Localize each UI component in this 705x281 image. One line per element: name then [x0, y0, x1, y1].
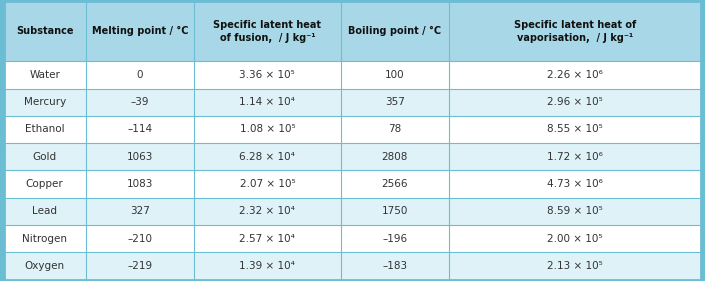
- Bar: [4, 89, 86, 116]
- Bar: [4, 198, 86, 225]
- Text: –210: –210: [128, 234, 152, 244]
- Text: 8.59 × 10⁵: 8.59 × 10⁵: [547, 206, 603, 216]
- Bar: [4, 61, 86, 89]
- Text: –39: –39: [130, 97, 149, 107]
- Text: 1.39 × 10⁴: 1.39 × 10⁴: [240, 261, 295, 271]
- Bar: [341, 252, 449, 280]
- Bar: [86, 61, 194, 89]
- Bar: [4, 170, 86, 198]
- Text: Substance: Substance: [16, 26, 73, 36]
- Text: 2.13 × 10⁵: 2.13 × 10⁵: [547, 261, 603, 271]
- Text: 1083: 1083: [127, 179, 153, 189]
- Bar: [449, 116, 701, 143]
- Bar: [341, 198, 449, 225]
- Bar: [194, 61, 341, 89]
- Bar: [341, 61, 449, 89]
- Bar: [86, 143, 194, 170]
- Bar: [194, 252, 341, 280]
- Bar: [449, 1, 701, 61]
- Bar: [86, 1, 194, 61]
- Text: 2.07 × 10⁵: 2.07 × 10⁵: [240, 179, 295, 189]
- Text: 4.73 × 10⁶: 4.73 × 10⁶: [547, 179, 603, 189]
- Text: Nitrogen: Nitrogen: [22, 234, 67, 244]
- Bar: [4, 225, 86, 252]
- Bar: [86, 225, 194, 252]
- Bar: [449, 225, 701, 252]
- Bar: [341, 116, 449, 143]
- Bar: [86, 89, 194, 116]
- Bar: [86, 252, 194, 280]
- Bar: [4, 143, 86, 170]
- Bar: [194, 143, 341, 170]
- Bar: [86, 116, 194, 143]
- Text: 2.00 × 10⁵: 2.00 × 10⁵: [547, 234, 603, 244]
- Text: 357: 357: [385, 97, 405, 107]
- Bar: [194, 198, 341, 225]
- Bar: [341, 170, 449, 198]
- Bar: [449, 252, 701, 280]
- Text: Oxygen: Oxygen: [25, 261, 65, 271]
- Bar: [194, 225, 341, 252]
- Text: Boiling point / °C: Boiling point / °C: [348, 26, 441, 36]
- Text: 2.32 × 10⁴: 2.32 × 10⁴: [240, 206, 295, 216]
- Text: 100: 100: [385, 70, 405, 80]
- Bar: [194, 89, 341, 116]
- Text: 3.36 × 10⁵: 3.36 × 10⁵: [240, 70, 295, 80]
- Text: Melting point / °C: Melting point / °C: [92, 26, 188, 36]
- Text: 2.26 × 10⁶: 2.26 × 10⁶: [547, 70, 603, 80]
- Text: 2.57 × 10⁴: 2.57 × 10⁴: [240, 234, 295, 244]
- Text: Specific latent heat of
vaporisation,  / J kg⁻¹: Specific latent heat of vaporisation, / …: [514, 20, 637, 43]
- Bar: [449, 143, 701, 170]
- Text: –183: –183: [382, 261, 407, 271]
- Text: 1.72 × 10⁶: 1.72 × 10⁶: [547, 152, 603, 162]
- Bar: [341, 1, 449, 61]
- Bar: [341, 225, 449, 252]
- Text: Lead: Lead: [32, 206, 57, 216]
- Bar: [449, 198, 701, 225]
- Bar: [4, 116, 86, 143]
- Text: 1063: 1063: [127, 152, 153, 162]
- Bar: [341, 143, 449, 170]
- Text: Copper: Copper: [26, 179, 63, 189]
- Text: 2566: 2566: [381, 179, 408, 189]
- Text: Mercury: Mercury: [23, 97, 66, 107]
- Bar: [194, 116, 341, 143]
- Text: 0: 0: [137, 70, 143, 80]
- Text: Specific latent heat
of fusion,  / J kg⁻¹: Specific latent heat of fusion, / J kg⁻¹: [214, 20, 321, 43]
- Text: Gold: Gold: [32, 152, 57, 162]
- Bar: [341, 89, 449, 116]
- Text: 78: 78: [388, 124, 401, 135]
- Bar: [4, 252, 86, 280]
- Text: 2808: 2808: [381, 152, 408, 162]
- Bar: [194, 1, 341, 61]
- Bar: [86, 170, 194, 198]
- Text: 1.14 × 10⁴: 1.14 × 10⁴: [240, 97, 295, 107]
- Text: 2.96 × 10⁵: 2.96 × 10⁵: [547, 97, 603, 107]
- Bar: [449, 89, 701, 116]
- Text: 1750: 1750: [381, 206, 408, 216]
- Bar: [194, 170, 341, 198]
- Text: 1.08 × 10⁵: 1.08 × 10⁵: [240, 124, 295, 135]
- Text: Water: Water: [30, 70, 60, 80]
- Bar: [449, 61, 701, 89]
- Text: –219: –219: [128, 261, 152, 271]
- Bar: [86, 198, 194, 225]
- Text: 6.28 × 10⁴: 6.28 × 10⁴: [240, 152, 295, 162]
- Text: 8.55 × 10⁵: 8.55 × 10⁵: [547, 124, 603, 135]
- Text: –196: –196: [382, 234, 407, 244]
- Text: –114: –114: [128, 124, 152, 135]
- Text: 327: 327: [130, 206, 150, 216]
- Bar: [4, 1, 86, 61]
- Bar: [449, 170, 701, 198]
- Text: Ethanol: Ethanol: [25, 124, 65, 135]
